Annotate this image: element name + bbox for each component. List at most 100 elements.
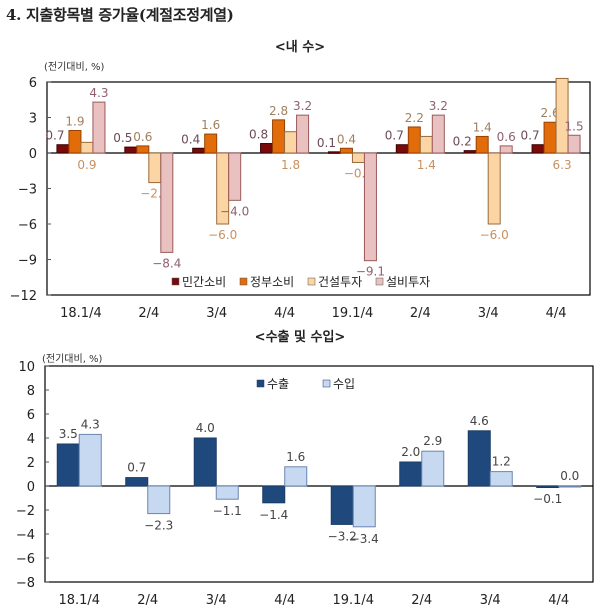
y-tick-label: −6 bbox=[18, 218, 37, 233]
chart-title-trade: <수출 및 수입> bbox=[254, 330, 346, 345]
data-label: 1.9 bbox=[65, 115, 84, 129]
data-label: 1.4 bbox=[473, 120, 492, 134]
bar-수출 bbox=[330, 485, 354, 525]
data-label: 0.4 bbox=[337, 132, 356, 146]
data-label: 0.7 bbox=[385, 129, 404, 143]
x-tick-label: 3/4 bbox=[206, 593, 227, 608]
y-tick-label: 8 bbox=[27, 384, 35, 399]
data-label: −3.2 bbox=[328, 529, 357, 543]
bar-설비투자 bbox=[363, 152, 377, 262]
y-tick-label: 2 bbox=[27, 456, 35, 471]
data-label: 1.6 bbox=[286, 450, 305, 464]
data-label: −8.4 bbox=[152, 256, 181, 270]
bar-수출 bbox=[125, 477, 149, 487]
x-tick-label: 2/4 bbox=[138, 306, 159, 320]
bar-수출 bbox=[536, 485, 560, 488]
bar-수입 bbox=[147, 485, 171, 515]
data-label: 0.7 bbox=[127, 461, 146, 475]
legend-label-정부소비: 정부소비 bbox=[250, 275, 294, 289]
y-tick-label: 3 bbox=[29, 112, 37, 127]
legend-swatch-수입 bbox=[322, 379, 331, 388]
data-label: 1.4 bbox=[417, 158, 436, 172]
bar-수출 bbox=[262, 485, 286, 504]
data-label: −3.4 bbox=[350, 532, 379, 546]
bar-설비투자 bbox=[160, 152, 174, 253]
bar-설비투자 bbox=[567, 134, 581, 154]
bar-수입 bbox=[558, 485, 582, 488]
data-label: 0.7 bbox=[521, 129, 540, 143]
unit-label-domestic: (전기대비, %) bbox=[44, 62, 105, 73]
data-label: 3.2 bbox=[429, 99, 448, 113]
data-label: 2.6 bbox=[541, 106, 560, 120]
x-tick-label: 19.1/4 bbox=[332, 306, 374, 320]
y-tick-label: 6 bbox=[29, 76, 37, 91]
bar-수출 bbox=[399, 461, 423, 487]
data-label: −1.4 bbox=[259, 508, 288, 522]
bar-설비투자 bbox=[431, 114, 445, 154]
data-label: 0.8 bbox=[249, 128, 268, 142]
data-label: 0.5 bbox=[113, 131, 132, 145]
legend-swatch-설비투자 bbox=[375, 277, 384, 286]
data-label: 0.6 bbox=[133, 130, 152, 144]
x-tick-label: 19.1/4 bbox=[332, 593, 374, 608]
data-label: 3.2 bbox=[293, 99, 312, 113]
bar-정부소비 bbox=[475, 135, 489, 154]
domestic-demand-chart: 6 3 0 −3 −6 −9 −12 18.1/4 2/4 3/4 4/4 19.1/4 2/4 3/4 4… bbox=[10, 76, 591, 320]
data-label: 4.0 bbox=[196, 421, 215, 435]
legend-label-건설투자: 건설투자 bbox=[318, 275, 362, 289]
data-label: 1.8 bbox=[281, 158, 300, 172]
legend-swatch-민간소비 bbox=[171, 277, 180, 286]
y-tick-label: 4 bbox=[27, 432, 35, 447]
bar-설비투자 bbox=[296, 114, 310, 154]
bar-수출 bbox=[193, 437, 217, 487]
data-label: 1.5 bbox=[565, 119, 584, 133]
plot-frame bbox=[44, 365, 594, 583]
data-label: 1.6 bbox=[201, 118, 220, 132]
data-label: 2.9 bbox=[423, 434, 442, 448]
x-tick-label: 4/4 bbox=[546, 306, 567, 320]
section-heading: 4. 지출항목별 증가율(계절조정계열) bbox=[6, 6, 234, 24]
data-label: 4.6 bbox=[470, 414, 489, 428]
bar-설비투자 bbox=[499, 145, 513, 154]
x-tick-label: 4/4 bbox=[548, 593, 569, 608]
bar-수입 bbox=[421, 450, 445, 487]
x-tick-label: 18.1/4 bbox=[58, 593, 100, 608]
legend-label-설비투자: 설비투자 bbox=[386, 275, 430, 289]
x-tick-label: 3/4 bbox=[206, 306, 227, 320]
bar-수출 bbox=[56, 443, 80, 487]
data-label: 0.0 bbox=[560, 469, 579, 483]
data-label: 0.7 bbox=[45, 129, 64, 143]
data-label: 4.3 bbox=[89, 86, 108, 100]
data-label: 0.1 bbox=[317, 136, 336, 150]
bar-수입 bbox=[352, 485, 376, 528]
data-label: 0.2 bbox=[453, 135, 472, 149]
bar-정부소비 bbox=[136, 145, 150, 154]
data-label: −4.0 bbox=[220, 204, 249, 218]
bar-정부소비 bbox=[68, 130, 82, 154]
bar-정부소비 bbox=[204, 133, 218, 154]
y-tick-label: −12 bbox=[10, 289, 37, 304]
x-tick-label: 3/4 bbox=[480, 593, 501, 608]
y-tick-label: 0 bbox=[29, 147, 37, 162]
data-label: −2.3 bbox=[144, 519, 173, 533]
data-label: −6.0 bbox=[480, 228, 509, 242]
data-label: 3.5 bbox=[59, 427, 78, 441]
data-label: 4.3 bbox=[81, 417, 100, 431]
data-label: 0.4 bbox=[181, 132, 200, 146]
unit-label-trade: (전기대비, %) bbox=[42, 354, 103, 365]
x-tick-label: 2/4 bbox=[410, 306, 431, 320]
bar-수출 bbox=[467, 430, 491, 487]
chart-title-domestic: <내 수> bbox=[274, 40, 326, 55]
data-label: 2.2 bbox=[405, 111, 424, 125]
legend-label-민간소비: 민간소비 bbox=[182, 275, 226, 289]
data-label: 2.0 bbox=[401, 445, 420, 459]
data-label: 1.2 bbox=[492, 455, 511, 469]
x-tick-label: 4/4 bbox=[274, 593, 295, 608]
bar-수입 bbox=[284, 466, 308, 487]
x-tick-label: 2/4 bbox=[411, 593, 432, 608]
y-tick-label: −3 bbox=[18, 183, 37, 198]
x-tick-label: 18.1/4 bbox=[60, 306, 102, 320]
data-label: 0.6 bbox=[497, 130, 516, 144]
y-tick-label: −2 bbox=[16, 504, 35, 519]
